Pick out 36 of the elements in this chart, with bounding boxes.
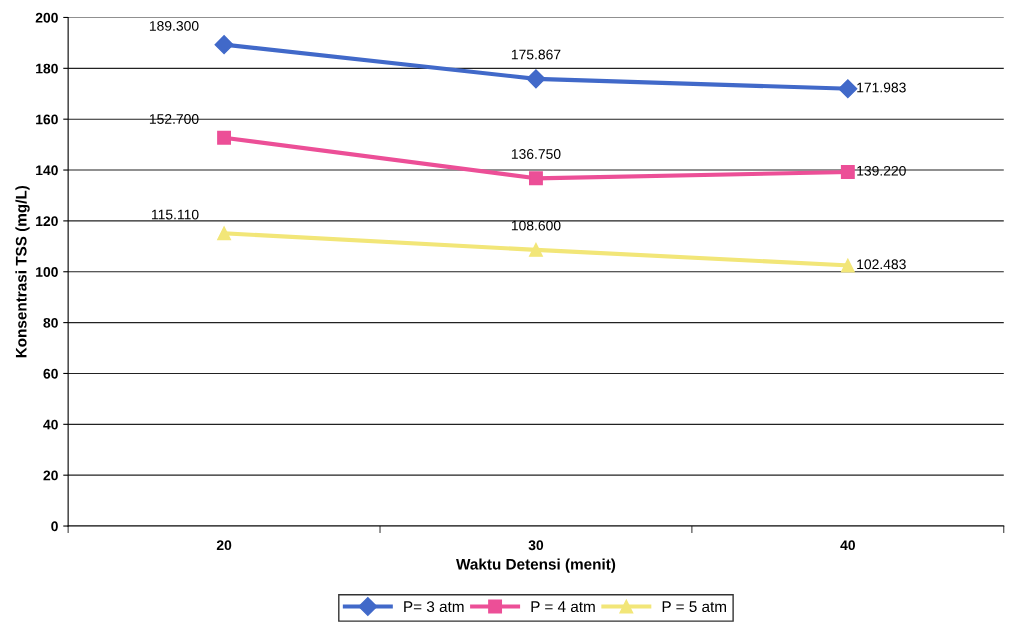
y-tick-label: 0 xyxy=(51,521,58,532)
data-label: 139.220 xyxy=(857,165,906,176)
y-tick-label: 40 xyxy=(43,419,58,430)
point xyxy=(217,226,232,241)
y-axis-title: Konsentrasi TSS (mg/L) xyxy=(15,185,30,358)
y-tick-label: 200 xyxy=(35,12,58,23)
point xyxy=(840,165,855,179)
y-tick-label: 180 xyxy=(36,63,58,74)
point xyxy=(838,79,858,99)
data-label: 189.300 xyxy=(149,20,199,31)
y-tick-label: 120 xyxy=(36,216,58,227)
legend-label: P = 5 atm xyxy=(662,601,726,613)
y-tick-label: 20 xyxy=(43,470,58,481)
data-label: 102.483 xyxy=(857,259,906,270)
point xyxy=(217,130,232,145)
data-label: 115.110 xyxy=(151,209,199,220)
x-tick-label: 40 xyxy=(840,540,855,551)
x-axis-title: Waktu Detensi (menit) xyxy=(456,558,616,573)
legend-label: P = 4 atm xyxy=(531,601,595,613)
y-tick-label: 80 xyxy=(43,317,58,328)
legend-label: P= 3 atm xyxy=(404,601,464,613)
data-label: 175.867 xyxy=(511,49,561,60)
y-tick-label: 160 xyxy=(36,114,58,125)
point xyxy=(526,69,546,89)
point xyxy=(529,171,543,186)
x-tick-label: 20 xyxy=(216,540,232,551)
y-tick-label: 140 xyxy=(36,165,58,176)
x-tick-label: 30 xyxy=(528,540,544,551)
point xyxy=(840,258,855,273)
data-label: 136.750 xyxy=(511,149,561,159)
data-label: 171.983 xyxy=(857,82,906,93)
y-tick-label: 100 xyxy=(36,267,58,277)
y-tick-label: 60 xyxy=(43,368,58,379)
point xyxy=(214,35,234,55)
point xyxy=(529,242,543,257)
data-label: 108.600 xyxy=(511,220,561,231)
